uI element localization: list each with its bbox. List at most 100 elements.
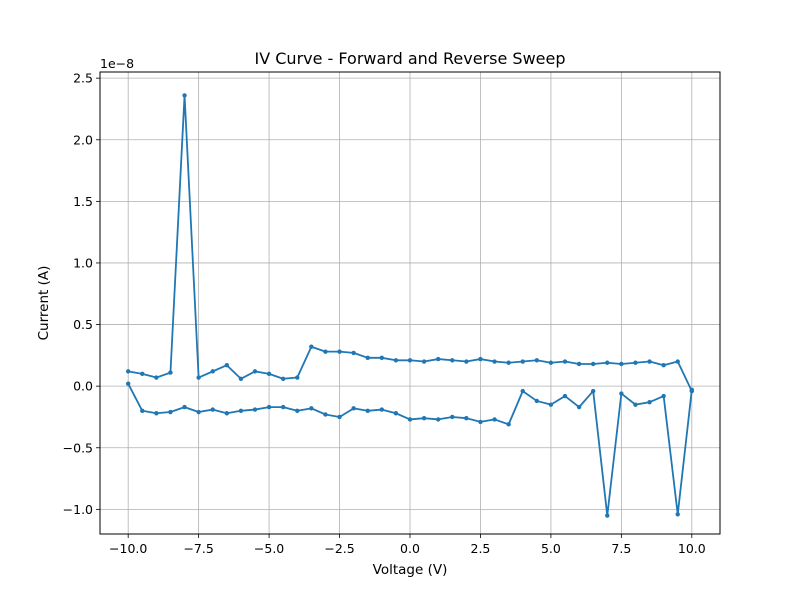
data-point — [619, 361, 624, 367]
data-point — [125, 369, 131, 374]
data-point — [478, 356, 483, 362]
data-point — [647, 399, 652, 405]
data-point — [182, 404, 187, 410]
data-point — [605, 513, 610, 518]
data-point — [266, 371, 272, 377]
data-point — [464, 359, 469, 364]
data-point — [464, 415, 469, 421]
data-point — [675, 359, 680, 364]
x-tick-label: 2.5 — [471, 541, 491, 556]
x-tick-label: −10.0 — [109, 541, 147, 556]
data-point — [633, 360, 638, 365]
data-point — [647, 359, 652, 364]
data-point — [675, 512, 680, 517]
data-point — [619, 391, 624, 396]
data-point — [168, 370, 173, 375]
data-point — [140, 371, 145, 377]
data-point — [492, 359, 497, 364]
data-point — [379, 407, 385, 412]
y-tick-label: 0.5 — [73, 317, 93, 332]
data-point — [435, 417, 441, 422]
data-point — [421, 415, 427, 421]
data-point — [478, 419, 483, 425]
data-point — [196, 409, 201, 415]
data-point — [407, 358, 413, 363]
data-point — [520, 359, 525, 364]
data-point — [295, 375, 300, 380]
data-series — [125, 93, 695, 518]
y-axis-title: Current (A) — [36, 266, 52, 341]
data-point — [562, 393, 568, 399]
x-tick-label: 5.0 — [541, 541, 561, 556]
data-point — [309, 406, 314, 411]
data-point — [576, 361, 582, 367]
data-point — [407, 417, 413, 422]
data-point — [548, 360, 554, 365]
data-point — [280, 376, 286, 381]
x-tick-label: 7.5 — [611, 541, 631, 556]
data-point — [210, 407, 215, 412]
data-point — [450, 358, 455, 363]
data-point — [450, 414, 455, 420]
data-point — [252, 369, 258, 374]
data-point — [689, 388, 695, 394]
data-point — [506, 422, 511, 427]
data-point — [238, 376, 244, 381]
data-point — [590, 388, 596, 394]
data-point — [323, 412, 328, 417]
x-tick-label: −2.5 — [324, 541, 354, 556]
data-point — [168, 409, 173, 415]
data-point — [323, 349, 328, 354]
data-point — [182, 93, 187, 98]
data-point — [435, 356, 441, 362]
data-point — [562, 359, 568, 364]
y-tick-label: −1.0 — [63, 502, 93, 517]
data-point — [365, 355, 370, 361]
x-axis-title: Voltage (V) — [373, 562, 448, 578]
data-point — [351, 350, 356, 356]
y-tick-label: 2.0 — [73, 132, 93, 147]
data-point — [506, 360, 511, 365]
y-tick-label: 2.5 — [73, 71, 93, 86]
data-point — [154, 375, 159, 380]
data-point — [661, 363, 666, 368]
y-tick-label: −0.5 — [63, 440, 93, 455]
grid-lines — [100, 72, 720, 534]
data-point — [196, 375, 201, 380]
data-point — [351, 406, 356, 411]
data-point — [520, 388, 525, 394]
chart-title: IV Curve - Forward and Reverse Sweep — [255, 49, 566, 68]
data-point — [238, 408, 244, 413]
data-point — [492, 417, 497, 422]
data-point — [154, 411, 159, 416]
data-point — [379, 355, 385, 361]
data-point — [140, 408, 145, 413]
x-tick-label: 10.0 — [678, 541, 706, 556]
data-point — [393, 358, 399, 363]
y-offset-label: 1e−8 — [100, 56, 134, 71]
data-point — [605, 360, 610, 365]
axis-ticks: −10.0 −7.5 −5.0 −2.5 0.0 2.5 5.0 7.5 10.0 −1.0 −0.… — [63, 71, 706, 556]
data-point — [309, 344, 314, 349]
data-point — [534, 358, 540, 363]
data-point — [337, 414, 342, 420]
data-point — [337, 349, 342, 354]
data-point — [224, 411, 230, 416]
data-point — [548, 402, 554, 407]
data-point — [252, 407, 258, 412]
data-point — [393, 411, 399, 416]
data-point — [534, 398, 540, 404]
x-tick-label: 0.0 — [400, 541, 420, 556]
data-point — [365, 408, 370, 413]
data-point — [210, 369, 215, 374]
data-point — [224, 363, 230, 368]
data-point — [576, 404, 582, 410]
data-point — [590, 361, 596, 367]
data-point — [295, 408, 300, 413]
x-tick-label: −7.5 — [183, 541, 213, 556]
data-point — [266, 404, 272, 410]
x-tick-label: −5.0 — [254, 541, 284, 556]
data-point — [633, 402, 638, 407]
data-point — [661, 393, 666, 399]
